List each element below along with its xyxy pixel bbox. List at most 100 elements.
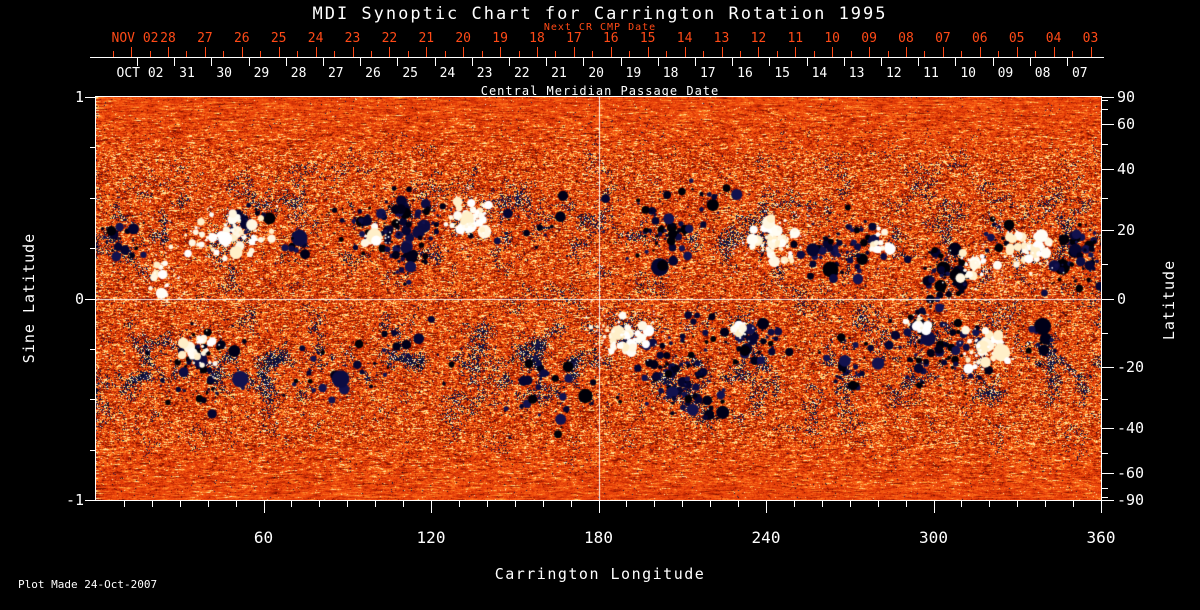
sine-lat-minor-tick — [90, 348, 96, 350]
next-cr-tick — [832, 47, 834, 57]
next-cr-day-label: 06 — [971, 31, 988, 46]
lon-minor-tick — [793, 500, 795, 507]
lat-major-tick — [1102, 428, 1114, 430]
lon-minor-tick — [151, 500, 153, 507]
next-cr-tick — [555, 51, 557, 57]
next-cr-tick — [334, 51, 336, 57]
lon-minor-tick — [514, 500, 516, 507]
lon-minor-tick — [235, 500, 237, 507]
next-cr-tick — [444, 51, 446, 57]
next-cr-day-label: 14 — [676, 31, 693, 46]
cmp-tick — [806, 58, 808, 66]
next-cr-tick — [573, 47, 575, 57]
magnetogram-image — [96, 97, 1101, 500]
next-cr-day-label: 15 — [639, 31, 656, 46]
lon-minor-tick — [989, 500, 991, 507]
lon-minor-tick — [291, 500, 293, 507]
next-cr-tick — [204, 47, 206, 57]
cmp-day-label: 13 — [848, 66, 865, 81]
next-cr-tick — [1035, 51, 1037, 57]
cmp-day-label: 27 — [327, 66, 344, 81]
cmp-tick — [620, 58, 622, 66]
lon-minor-tick — [821, 500, 823, 507]
lat-tick-label: 20 — [1117, 220, 1136, 239]
next-cr-tick — [352, 47, 354, 57]
lat-minor-tick — [1102, 100, 1108, 102]
next-cr-tick — [278, 47, 280, 57]
next-cr-day-label: 09 — [861, 31, 877, 46]
lon-major-tick — [1101, 500, 1102, 513]
lon-minor-tick — [542, 500, 544, 507]
cmp-tick — [918, 58, 920, 66]
next-cr-tick — [703, 51, 705, 57]
cmp-tick — [248, 58, 250, 66]
next-cr-tick — [297, 51, 299, 57]
next-cr-tick — [924, 51, 926, 57]
cmp-day-label: 24 — [439, 66, 456, 81]
next-cr-day-label: 17 — [566, 31, 582, 46]
next-cr-tick — [389, 47, 391, 57]
next-cr-tick — [758, 47, 760, 57]
next-cr-day-label: 21 — [418, 31, 435, 46]
next-cr-tick — [906, 47, 907, 57]
cmp-tick — [546, 58, 548, 66]
cmp-tick — [174, 58, 176, 66]
next-cr-tick — [629, 51, 631, 57]
next-cr-tick — [795, 47, 797, 57]
cmp-day-label: 31 — [179, 66, 195, 81]
next-cr-tick — [961, 51, 963, 57]
next-cr-tick — [537, 47, 538, 57]
next-cr-day-label: 03 — [1082, 31, 1099, 46]
next-cr-tick — [426, 47, 428, 57]
next-cr-tick — [942, 47, 944, 57]
lon-major-tick — [263, 500, 265, 513]
plot-made-footer: Plot Made 24-Oct-2007 — [18, 578, 158, 591]
lon-minor-tick — [654, 500, 656, 507]
cmp-tick — [137, 58, 138, 66]
lon-minor-tick — [710, 500, 712, 507]
next-cr-tick — [666, 51, 668, 57]
lat-tick-label: -60 — [1117, 464, 1145, 482]
next-cr-tick — [112, 51, 114, 57]
next-cr-tick — [979, 47, 981, 57]
next-cr-day-label: 18 — [529, 31, 545, 46]
lat-tick-label: -40 — [1117, 419, 1145, 438]
lat-minor-tick — [1102, 263, 1108, 265]
cmp-tick — [434, 58, 436, 66]
y-axis-right-title: Latitude — [1160, 259, 1178, 341]
lon-minor-tick — [123, 500, 125, 507]
next-cr-day-label: 05 — [1008, 31, 1025, 46]
next-cr-tick — [241, 47, 243, 57]
next-cr-day-label: 19 — [492, 31, 508, 46]
lon-minor-tick — [319, 500, 321, 507]
next-cr-day-label: 25 — [270, 31, 287, 46]
lat-tick-label: -20 — [1117, 358, 1145, 377]
lat-major-tick — [1102, 473, 1114, 474]
next-cr-day-label: 26 — [233, 31, 250, 46]
lon-minor-tick — [458, 500, 460, 507]
next-cr-day-label: 22 — [381, 31, 398, 46]
cmp-tick — [881, 58, 882, 66]
lat-major-tick — [1102, 500, 1114, 501]
cmp-day-label: 21 — [551, 66, 567, 81]
lon-minor-tick — [682, 500, 684, 507]
next-cr-tick — [500, 47, 502, 57]
next-cr-tick — [610, 47, 612, 57]
y-axis-left-title: Sine Latitude — [20, 232, 38, 364]
cmp-day-label: 25 — [402, 66, 419, 81]
lon-major-tick — [766, 500, 767, 513]
lon-minor-tick — [961, 500, 963, 507]
next-cr-axis-title: Next CR CMP Date — [543, 22, 657, 33]
cmp-day-label: 30 — [216, 66, 233, 81]
lon-minor-tick — [1017, 500, 1019, 507]
next-cr-month-label: NOV 02 — [111, 31, 159, 46]
lon-tick-label: 300 — [919, 528, 948, 547]
lon-minor-tick — [738, 500, 740, 507]
lon-minor-tick — [877, 500, 879, 507]
next-cr-day-label: 11 — [787, 31, 804, 46]
next-cr-day-label: 24 — [307, 31, 324, 46]
cmp-tick — [657, 58, 659, 66]
lat-minor-tick — [1102, 197, 1108, 199]
lon-minor-tick — [626, 500, 628, 507]
next-cr-tick — [647, 47, 649, 57]
